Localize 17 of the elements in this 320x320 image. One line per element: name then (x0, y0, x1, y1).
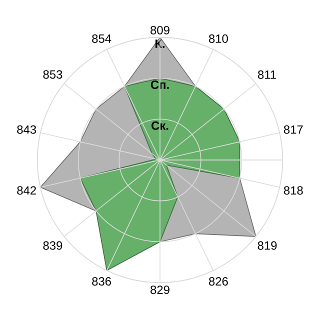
spoke-label: 819 (258, 241, 277, 250)
spoke-label: 836 (92, 277, 111, 286)
spoke-label: 811 (258, 70, 276, 79)
spoke-label: 826 (208, 277, 228, 286)
spoke-label: 809 (150, 26, 170, 34)
spoke-label: 829 (150, 286, 170, 294)
spoke-label: 839 (43, 241, 62, 250)
spoke-label: 818 (284, 186, 303, 195)
spoke-label: 853 (43, 70, 62, 79)
y-tick-label: Ск. (152, 121, 168, 130)
spoke-label: 817 (284, 125, 303, 134)
spoke-label: 843 (17, 125, 36, 134)
y-tick-label: Сп. (150, 80, 169, 89)
spoke-label: 810 (208, 34, 228, 43)
spoke-label: 854 (92, 34, 112, 43)
spoke-label: 842 (17, 186, 36, 195)
y-tick-label: К. (155, 40, 164, 48)
